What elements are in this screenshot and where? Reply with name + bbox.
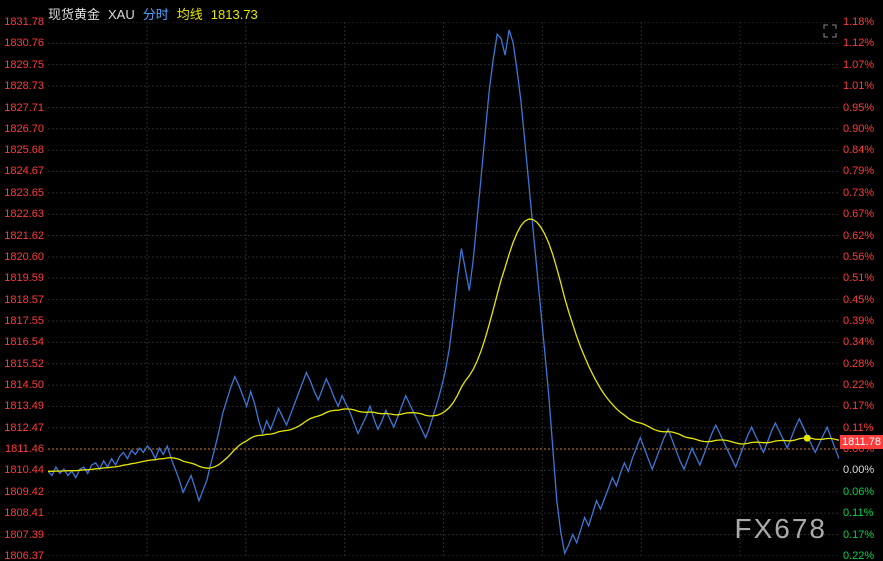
interval-label[interactable]: 分时 [143,4,169,23]
y-tick-right: 0.17% [843,400,874,412]
ma-current-dot [804,435,811,442]
y-tick-right: 0.39% [843,315,874,327]
y-tick-right: 0.28% [843,358,874,370]
y-tick-right: 0.22% [843,379,874,391]
y-tick-left: 1820.60 [4,251,44,263]
y-tick-right: 0.95% [843,102,874,114]
y-tick-left: 1830.76 [4,37,44,49]
y-tick-right: 0.00% [843,464,874,476]
y-tick-right: 0.84% [843,144,874,156]
chart-grid [48,22,839,556]
y-tick-right: 1.12% [843,37,874,49]
y-tick-left: 1828.73 [4,80,44,92]
y-tick-right: 0.45% [843,294,874,306]
ma-label: 均线 [177,4,203,23]
y-tick-left: 1826.70 [4,123,44,135]
ma-value: 1813.73 [211,7,258,22]
y-tick-left: 1812.47 [4,422,44,434]
y-tick-left: 1824.67 [4,165,44,177]
y-tick-right: 0.06% [843,486,874,498]
y-tick-right: 0.62% [843,230,874,242]
y-tick-left: 1818.57 [4,294,44,306]
y-tick-left: 1811.46 [5,443,44,455]
last-price-badge: 1811.78 [840,435,883,449]
y-tick-right: 0.73% [843,187,874,199]
y-axis-left: 1831.78 1830.76 1829.75 1828.73 1827.71 1826.… [0,0,48,561]
y-tick-right: 1.01% [843,80,874,92]
y-tick-left: 1816.54 [4,336,44,348]
chart-root: 现货黄金 XAU 分时 均线 1813.73 1831.78 1830.76 182… [0,0,883,561]
y-tick-left: 1809.42 [4,486,44,498]
y-tick-left: 1822.63 [4,208,44,220]
instrument-ticker: XAU [108,7,135,22]
y-tick-right: 1.18% [843,16,874,28]
y-tick-right: 0.11% [843,507,873,519]
y-tick-left: 1807.39 [4,529,44,541]
y-tick-right: 0.17% [843,529,874,541]
y-tick-left: 1810.44 [4,464,44,476]
watermark: FX678 [735,513,828,545]
chart-plot-area[interactable] [48,22,839,556]
y-tick-right: 0.67% [843,208,874,220]
y-axis-right: 1.18% 1.12% 1.07% 1.01% 0.95% 0.90% 0.84% 0.79%… [839,0,883,561]
y-tick-right: 0.22% [843,550,874,561]
y-tick-left: 1808.41 [4,507,44,519]
y-tick-right: 1.07% [843,59,874,71]
y-tick-left: 1815.52 [4,358,44,370]
y-tick-right: 0.79% [843,165,874,177]
y-tick-left: 1831.78 [4,16,44,28]
chart-header: 现货黄金 XAU 分时 均线 1813.73 [48,4,258,23]
y-tick-right: 0.11% [843,422,873,434]
y-tick-left: 1829.75 [4,59,44,71]
y-tick-right: 0.34% [843,336,874,348]
y-tick-left: 1827.71 [4,102,44,114]
y-tick-left: 1814.50 [4,379,44,391]
y-tick-left: 1823.65 [4,187,44,199]
y-tick-left: 1817.55 [4,315,44,327]
y-tick-left: 1825.68 [4,144,44,156]
y-tick-left: 1813.49 [4,400,44,412]
y-tick-left: 1821.62 [4,230,44,242]
y-tick-right: 0.90% [843,123,874,135]
y-tick-left: 1806.37 [4,550,44,561]
y-tick-right: 0.51% [843,272,874,284]
instrument-name: 现货黄金 [48,4,100,23]
y-tick-left: 1819.59 [4,272,44,284]
y-tick-right: 0.56% [843,251,874,263]
